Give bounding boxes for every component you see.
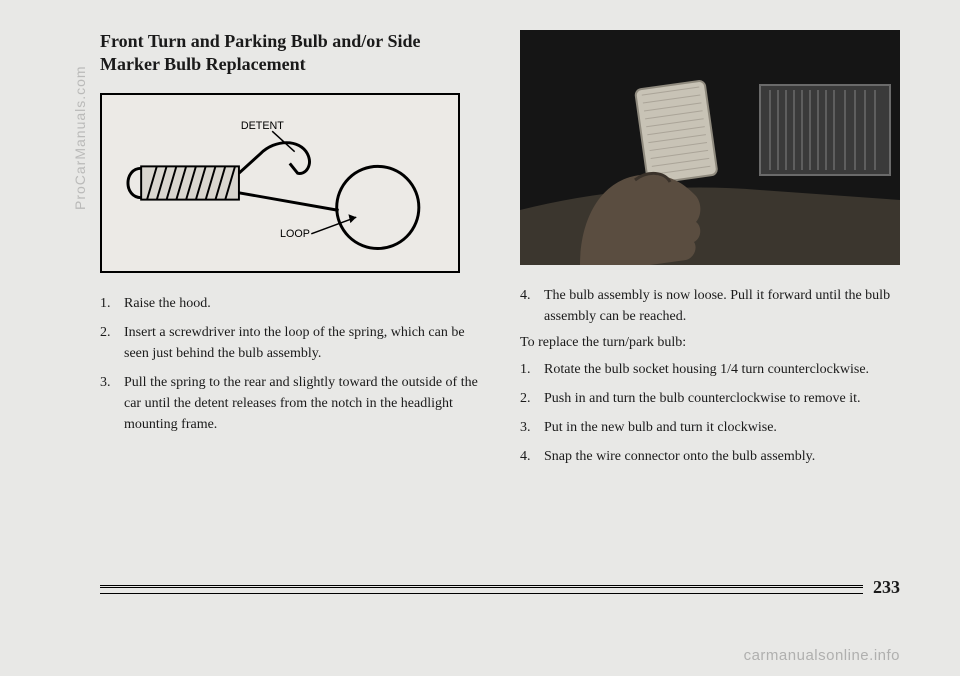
- step-1: Raise the hood.: [100, 293, 480, 314]
- photo-bulb-assembly: [520, 30, 900, 265]
- replace-step-2: Push in and turn the bulb counterclockwi…: [520, 388, 900, 409]
- replace-step-3: Put in the new bulb and turn it clockwis…: [520, 417, 900, 438]
- step-2: Insert a screwdriver into the loop of th…: [100, 322, 480, 364]
- step-4: The bulb assembly is now loose. Pull it …: [520, 285, 900, 327]
- left-steps-list: Raise the hood. Insert a screwdriver int…: [100, 293, 480, 435]
- right-steps-list: Rotate the bulb socket housing 1/4 turn …: [520, 359, 900, 467]
- content-columns: Front Turn and Parking Bulb and/or Side …: [100, 30, 900, 475]
- replace-step-1: Rotate the bulb socket housing 1/4 turn …: [520, 359, 900, 380]
- spring-diagram-svg: DETENT LOOP: [102, 95, 458, 271]
- section-title: Front Turn and Parking Bulb and/or Side …: [100, 30, 480, 77]
- page-number: 233: [863, 577, 900, 598]
- photo-svg: [520, 30, 900, 265]
- right-column: The bulb assembly is now loose. Pull it …: [520, 30, 900, 475]
- footer-rule: [100, 585, 900, 588]
- step-3: Pull the spring to the rear and slightly…: [100, 372, 480, 435]
- spring-diagram: DETENT LOOP: [100, 93, 460, 273]
- left-column: Front Turn and Parking Bulb and/or Side …: [100, 30, 480, 475]
- watermark-bottom: carmanualsonline.info: [744, 647, 900, 664]
- watermark-left: ProCarManuals.com: [72, 65, 88, 210]
- detent-label: DETENT: [241, 120, 284, 132]
- manual-page: Front Turn and Parking Bulb and/or Side …: [0, 0, 960, 676]
- replace-step-4: Snap the wire connector onto the bulb as…: [520, 446, 900, 467]
- subhead: To replace the turn/park bulb:: [520, 335, 900, 351]
- right-continue-list: The bulb assembly is now loose. Pull it …: [520, 285, 900, 327]
- loop-label: LOOP: [280, 228, 310, 240]
